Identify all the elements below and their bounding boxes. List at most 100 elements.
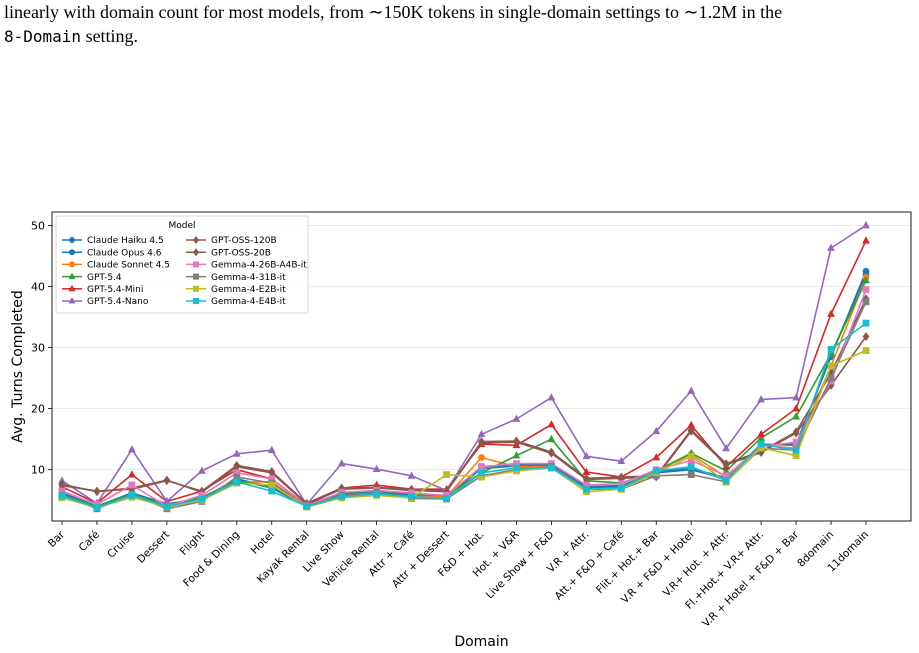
legend-entry: Gemma-4-E2B-it (186, 285, 286, 295)
data-point-marker (268, 481, 276, 489)
y-tick-label: 30 (31, 342, 45, 355)
data-point-marker (862, 298, 870, 306)
data-point-marker (547, 464, 555, 472)
series-path (61, 224, 867, 506)
data-point-marker (193, 285, 199, 292)
legend-entry: Claude Sonnet 4.5 (62, 261, 170, 271)
data-point-marker (652, 426, 661, 435)
data-point-marker (722, 443, 731, 452)
data-point-marker (478, 454, 485, 461)
data-point-marker (512, 451, 521, 459)
series-path (61, 280, 867, 508)
y-tick-label: 50 (31, 219, 45, 232)
x-tick-label: Hotel (249, 529, 277, 557)
data-point-marker (513, 460, 520, 467)
data-point-marker (268, 475, 276, 483)
data-point-marker (338, 493, 346, 500)
data-point-marker (582, 481, 590, 489)
data-point-marker (652, 453, 661, 461)
caption-line-2: setting. (81, 26, 139, 46)
legend-label: Gemma-4-E4B-it (211, 297, 286, 307)
legend-entry: GPT-5.4-Mini (62, 284, 143, 295)
data-point-marker (687, 463, 695, 471)
y-tick-label: 20 (31, 403, 45, 416)
data-point-marker (193, 261, 199, 268)
data-point-marker (337, 459, 346, 467)
data-point-marker (58, 487, 66, 495)
data-point-marker (267, 445, 276, 454)
data-point-marker (162, 497, 171, 505)
data-point-marker (862, 286, 870, 293)
data-point-marker (193, 236, 199, 244)
data-point-marker (862, 347, 870, 355)
data-point-marker (198, 495, 206, 503)
legend-label: GPT-OSS-20B (211, 248, 271, 258)
x-tick-label: V.R+ Hot. + Attr. (661, 529, 732, 600)
data-point-marker (93, 487, 101, 497)
data-point-marker (792, 452, 800, 460)
legend-label: Gemma-4-E2B-it (211, 285, 286, 295)
y-axis-label: Avg. Turns Completed (10, 290, 26, 443)
data-point-marker (687, 420, 696, 429)
data-point-marker (792, 438, 800, 446)
data-point-marker (862, 332, 870, 341)
data-point-marker (443, 471, 450, 478)
legend-entry: Gemma-4-31B-it (186, 273, 286, 283)
data-point-marker (792, 412, 800, 420)
data-point-marker (582, 451, 591, 460)
legend-entry: GPT-OSS-120B (186, 236, 277, 246)
series-path (61, 289, 867, 508)
data-point-marker (233, 462, 241, 472)
legend-label: Claude Opus 4.6 (87, 248, 162, 258)
legend-title: Model (168, 221, 195, 231)
legend-label: Claude Haiku 4.5 (87, 236, 164, 246)
data-point-marker (128, 445, 136, 453)
data-point-marker (582, 467, 591, 476)
legend-label: GPT-5.4-Nano (87, 297, 149, 307)
legend-box (55, 215, 309, 314)
data-point-marker (128, 481, 136, 489)
data-point-marker (827, 243, 835, 251)
data-point-marker (478, 469, 485, 477)
data-point-marker (757, 440, 765, 448)
data-point-marker (862, 236, 870, 244)
data-point-marker (408, 489, 415, 497)
data-point-marker (233, 469, 241, 477)
data-point-marker (232, 449, 241, 457)
legend-entry: Gemma-4-26B-A4B-it (186, 261, 307, 271)
legend-entry: GPT-OSS-20B (186, 248, 271, 258)
data-point-marker (268, 468, 276, 478)
data-point-marker (513, 464, 520, 472)
data-point-marker (69, 261, 75, 268)
data-point-marker (58, 479, 66, 489)
series-line (58, 319, 870, 511)
data-point-marker (722, 472, 730, 480)
data-point-marker (827, 362, 835, 370)
data-point-marker (547, 420, 556, 428)
legend-label: GPT-5.4-Mini (87, 285, 143, 295)
legend-label: GPT-OSS-120B (211, 236, 277, 246)
data-point-marker (757, 395, 766, 403)
data-point-marker (687, 426, 695, 436)
data-point-marker (617, 480, 625, 488)
data-point-marker (233, 478, 241, 486)
legend-entry: Claude Haiku 4.5 (62, 236, 164, 246)
x-tick-label: Café (77, 529, 102, 554)
legend-entry: GPT-5.4-Nano (62, 297, 149, 307)
data-point-marker (582, 485, 590, 493)
data-point-marker (792, 404, 800, 412)
data-point-marker (687, 386, 696, 394)
data-point-marker (722, 460, 730, 470)
data-point-marker (443, 495, 450, 502)
data-point-marker (547, 448, 555, 458)
series-path (61, 298, 867, 505)
data-point-marker (862, 319, 870, 327)
data-point-marker (792, 393, 800, 401)
data-point-marker (652, 467, 660, 475)
data-point-marker (69, 249, 75, 256)
data-point-marker (757, 433, 766, 441)
series-layer (58, 221, 870, 513)
data-point-marker (268, 487, 276, 495)
data-point-marker (58, 492, 66, 500)
